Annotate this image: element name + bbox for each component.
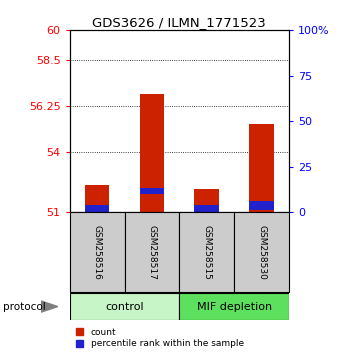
Legend: count, percentile rank within the sample: count, percentile rank within the sample — [76, 328, 244, 348]
Text: GSM258530: GSM258530 — [257, 225, 266, 280]
Bar — [70, 293, 180, 320]
Text: control: control — [105, 302, 144, 312]
Bar — [85, 205, 109, 212]
Text: GSM258516: GSM258516 — [92, 225, 102, 280]
Bar — [180, 212, 234, 292]
Bar — [180, 293, 289, 320]
Title: GDS3626 / ILMN_1771523: GDS3626 / ILMN_1771523 — [92, 16, 266, 29]
Bar — [249, 201, 274, 210]
Bar — [249, 124, 274, 212]
Bar — [194, 205, 219, 212]
Bar — [140, 94, 164, 212]
Bar — [85, 185, 109, 212]
Bar — [140, 188, 164, 194]
Text: GSM258515: GSM258515 — [202, 225, 211, 280]
Text: protocol: protocol — [3, 302, 46, 312]
Bar — [124, 212, 180, 292]
Bar — [234, 212, 289, 292]
Polygon shape — [41, 301, 58, 312]
Bar — [70, 212, 124, 292]
Text: GSM258517: GSM258517 — [148, 225, 156, 280]
Bar — [194, 189, 219, 212]
Text: MIF depletion: MIF depletion — [197, 302, 272, 312]
